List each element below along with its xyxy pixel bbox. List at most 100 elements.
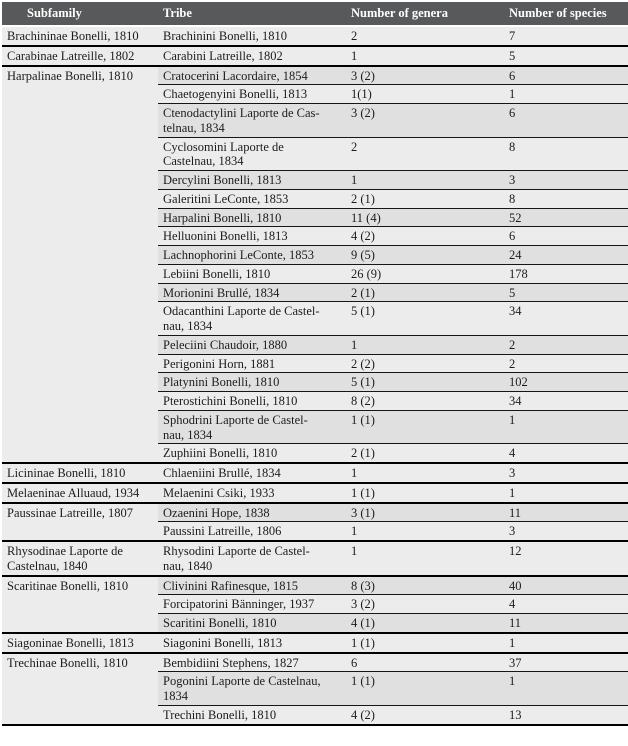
genera-count-cell: 3 (2) — [346, 103, 504, 137]
tribe-cell: Bembidiini Stephens, 1827 — [158, 651, 346, 672]
genera-count-cell: 8 (2) — [346, 391, 504, 411]
genera-count-cell: 2 (1) — [346, 188, 504, 208]
species-count-cell: 6 — [504, 103, 628, 137]
table-row: Peleciini Chaudoir, 1880 1 2 — [2, 334, 628, 354]
tribe-cell: Odacanthini Laporte de Castel- nau, 1834 — [158, 301, 346, 336]
tribe-cell: Carabini Latreille, 1802 — [158, 44, 346, 66]
species-count-cell: 2 — [504, 334, 628, 354]
table-row: Lachnophorini LeConte, 1853 9 (5) 24 — [2, 245, 628, 265]
subfamily-cell: Harpalinae Bonelli, 1810 — [2, 64, 158, 463]
subfamily-cell: Brachininae Bonelli, 1810 — [2, 26, 158, 46]
species-count-cell: 1 — [504, 631, 628, 653]
table-row: Morionini Brullé, 1834 2 (1) 5 — [2, 282, 628, 302]
table-row: Pterostichini Bonelli, 1810 8 (2) 34 — [2, 391, 628, 411]
table-row: Platynini Bonelli, 1810 5 (1) 102 — [2, 372, 628, 392]
species-count-cell: 12 — [504, 540, 628, 576]
species-count-cell: 4 — [504, 443, 628, 463]
table-row: Chaetogenyini Bonelli, 1813 1(1) 1 — [2, 84, 628, 104]
taxonomy-table: Subfamily Tribe Number of genera Number … — [2, 2, 628, 726]
genera-count-cell: 1 — [346, 44, 504, 66]
species-count-cell: 5 — [504, 44, 628, 66]
genera-count-cell: 5 (1) — [346, 372, 504, 392]
genera-count-cell: 11 (4) — [346, 207, 504, 227]
subfamily-cell: Rhysodinae Laporte de Castelnau, 1840 — [2, 540, 158, 576]
species-count-cell: 2 — [504, 353, 628, 373]
tribe-cell: Cratocerini Lacordaire, 1854 — [158, 64, 346, 85]
table-row: Zuphiini Bonelli, 1810 2 (1) 4 — [2, 443, 628, 463]
species-count-cell: 24 — [504, 245, 628, 265]
tribe-cell: Paussini Latreille, 1806 — [158, 521, 346, 541]
species-count-cell: 5 — [504, 282, 628, 302]
genera-count-cell: 3 (2) — [346, 594, 504, 614]
tribe-cell: Melaenini Csiki, 1933 — [158, 481, 346, 503]
species-count-cell: 8 — [504, 136, 628, 171]
subfamily-cell: Trechinae Bonelli, 1810 — [2, 651, 158, 725]
species-count-cell: 178 — [504, 263, 628, 283]
tribe-cell: Peleciini Chaudoir, 1880 — [158, 334, 346, 354]
table-row: Perigonini Horn, 1881 2 (2) 2 — [2, 353, 628, 373]
species-count-cell: 1 — [504, 671, 628, 706]
table-row: Ctenodactylini Laporte de Cas- telnau, 1… — [2, 103, 628, 137]
genera-count-cell: 2 (1) — [346, 443, 504, 463]
tribe-cell: Forcipatorini Bänninger, 1937 — [158, 594, 346, 614]
genera-count-cell: 4 (2) — [346, 704, 504, 725]
table-row: Rhysodinae Laporte de Castelnau, 1840 Rhy… — [2, 540, 628, 576]
tribe-cell: Helluonini Bonelli, 1813 — [158, 226, 346, 246]
table-row: Trechini Bonelli, 1810 4 (2) 13 — [2, 704, 628, 725]
tribe-cell: Cyclosomini Laporte de Castelnau, 1834 — [158, 136, 346, 171]
column-header-species: Number of species — [504, 2, 628, 27]
genera-count-cell: 1 (1) — [346, 631, 504, 653]
table-row: Harpalinae Bonelli, 1810 Cratocerini Laco… — [2, 64, 628, 463]
tribe-cell: Platynini Bonelli, 1810 — [158, 372, 346, 392]
table-row: Licininae Bonelli, 1810 Chlaeniini Brullé… — [2, 462, 628, 483]
genera-count-cell: 26 (9) — [346, 263, 504, 283]
table-row: Melaeninae Alluaud, 1934 Melaenini Csiki,… — [2, 481, 628, 503]
genera-count-cell: 1(1) — [346, 84, 504, 104]
table-header: Subfamily Tribe Number of genera Number … — [2, 2, 628, 27]
tribe-cell: Clivinini Rafinesque, 1815 — [158, 574, 346, 595]
subfamily-cell: Licininae Bonelli, 1810 — [2, 462, 158, 483]
genera-count-cell: 1 (1) — [346, 481, 504, 503]
genera-count-cell: 4 (2) — [346, 226, 504, 246]
tribe-cell: Harpalini Bonelli, 1810 — [158, 207, 346, 227]
genera-count-cell: 1 (1) — [346, 671, 504, 706]
tribe-cell: Perigonini Horn, 1881 — [158, 353, 346, 373]
tribe-cell: Rhysodini Laporte de Castel- nau, 1840 — [158, 540, 346, 576]
table-body: Brachininae Bonelli, 1810 Brachinini Bone… — [2, 26, 628, 725]
genera-count-cell: 3 (1) — [346, 501, 504, 522]
subfamily-cell: Carabinae Latreille, 1802 — [2, 44, 158, 66]
table-row: Brachininae Bonelli, 1810 Brachinini Bone… — [2, 26, 628, 46]
species-count-cell: 3 — [504, 462, 628, 483]
subfamily-cell: Melaeninae Alluaud, 1934 — [2, 481, 158, 503]
subfamily-cell: Siagoninae Bonelli, 1813 — [2, 631, 158, 653]
tribe-cell: Lachnophorini LeConte, 1853 — [158, 245, 346, 265]
tribe-cell: Pterostichini Bonelli, 1810 — [158, 391, 346, 411]
genera-count-cell: 5 (1) — [346, 301, 504, 336]
table-row: Dercylini Bonelli, 1813 1 3 — [2, 170, 628, 190]
table-row: Paussini Latreille, 1806 1 3 — [2, 521, 628, 541]
column-header-subfamily: Subfamily — [2, 2, 158, 27]
genera-count-cell: 1 — [346, 170, 504, 190]
species-count-cell: 11 — [504, 501, 628, 522]
genera-count-cell: 2 (1) — [346, 282, 504, 302]
genera-count-cell: 1 — [346, 540, 504, 576]
column-header-tribe: Tribe — [158, 2, 346, 27]
tribe-cell: Morionini Brullé, 1834 — [158, 282, 346, 302]
header-row: Subfamily Tribe Number of genera Number … — [2, 2, 628, 27]
genera-count-cell: 2 (2) — [346, 353, 504, 373]
column-header-genera: Number of genera — [346, 2, 504, 27]
species-count-cell: 3 — [504, 521, 628, 541]
species-count-cell: 7 — [504, 26, 628, 46]
species-count-cell: 1 — [504, 481, 628, 503]
species-count-cell: 1 — [504, 84, 628, 104]
table-row: Galeritini LeConte, 1853 2 (1) 8 — [2, 188, 628, 208]
tribe-cell: Ozaenini Hope, 1838 — [158, 501, 346, 522]
tribe-cell: Galeritini LeConte, 1853 — [158, 188, 346, 208]
table-row: Carabinae Latreille, 1802 Carabini Latrei… — [2, 44, 628, 66]
species-count-cell: 6 — [504, 64, 628, 85]
species-count-cell: 3 — [504, 170, 628, 190]
subfamily-cell: Paussinae Latreille, 1807 — [2, 501, 158, 541]
table-row: Trechinae Bonelli, 1810 Bembidiini Stephe… — [2, 651, 628, 725]
tribe-cell: Lebiini Bonelli, 1810 — [158, 263, 346, 283]
